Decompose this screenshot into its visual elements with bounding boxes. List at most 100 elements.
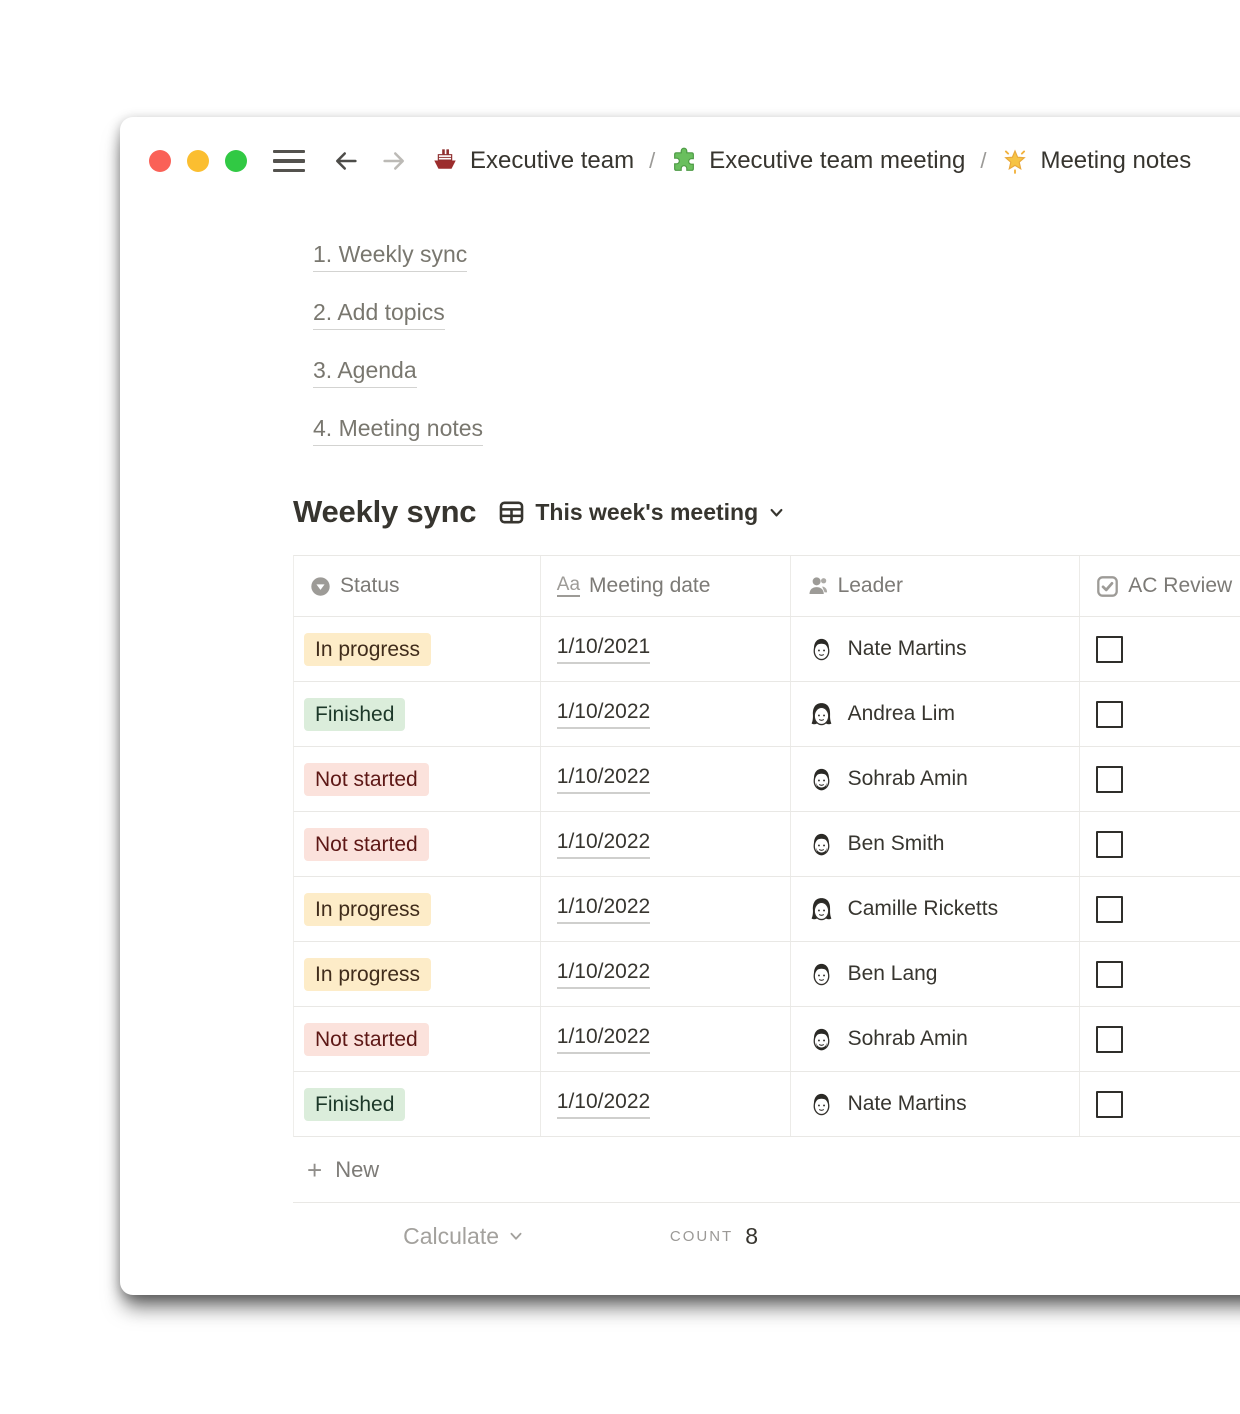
checkbox[interactable]: [1096, 960, 1124, 988]
meeting-date-link[interactable]: 1/10/2022: [556, 1090, 651, 1119]
meeting-date-link[interactable]: 1/10/2022: [556, 960, 651, 989]
date-cell[interactable]: 1/10/2022: [541, 812, 791, 876]
column-header-status[interactable]: Status: [294, 556, 541, 616]
meeting-date-link[interactable]: 1/10/2021: [556, 635, 651, 664]
leader-cell[interactable]: Andrea Lim: [791, 682, 1081, 746]
status-cell[interactable]: Not started: [294, 1007, 541, 1071]
status-cell[interactable]: Not started: [294, 747, 541, 811]
plus-icon: +: [307, 1154, 323, 1185]
date-cell[interactable]: 1/10/2022: [541, 942, 791, 1006]
review-cell[interactable]: [1080, 877, 1240, 941]
status-cell[interactable]: In progress: [294, 617, 541, 681]
table-row: In progress 1/10/2022 Ben Lang: [293, 942, 1240, 1007]
leader-name: Ben Lang: [847, 962, 938, 985]
calculate-label: Calculate: [403, 1222, 499, 1249]
leader-name: Andrea Lim: [847, 702, 955, 725]
leader-cell[interactable]: Nate Martins: [791, 617, 1081, 681]
toc-item-meeting-notes[interactable]: 4. Meeting notes: [313, 415, 1240, 446]
checkbox[interactable]: [1096, 700, 1124, 728]
meeting-date-link[interactable]: 1/10/2022: [556, 895, 651, 924]
toc-item-add-topics[interactable]: 2. Add topics: [313, 299, 1240, 330]
review-cell[interactable]: [1080, 942, 1240, 1006]
count-calculation[interactable]: COUNT 8: [524, 1223, 774, 1250]
checkbox[interactable]: [1096, 895, 1124, 923]
view-tab-this-weeks-meeting[interactable]: This week's meeting: [498, 499, 785, 526]
column-header-leader[interactable]: Leader: [791, 556, 1081, 616]
status-cell[interactable]: Not started: [294, 812, 541, 876]
ship-icon: [434, 149, 456, 169]
window-controls: [149, 150, 247, 172]
date-cell[interactable]: 1/10/2022: [541, 877, 791, 941]
table-row: In progress 1/10/2021 Nate Martins: [293, 617, 1240, 682]
calculate-dropdown[interactable]: Calculate: [293, 1223, 524, 1250]
close-button[interactable]: [149, 150, 171, 172]
status-cell[interactable]: Finished: [294, 1072, 541, 1136]
toc-number: 1.: [313, 241, 333, 267]
column-label: Meeting date: [589, 574, 711, 597]
review-cell[interactable]: [1080, 1072, 1240, 1136]
forward-button[interactable]: [379, 146, 409, 176]
date-cell[interactable]: 1/10/2021: [541, 617, 791, 681]
breadcrumb-item-executive-team-meeting[interactable]: Executive team meeting: [670, 147, 965, 175]
leader-cell[interactable]: Ben Lang: [791, 942, 1081, 1006]
page-content: 1. Weekly sync 2. Add topics 3. Agenda 4…: [120, 241, 1240, 1269]
leader-cell[interactable]: Sohrab Amin: [791, 1007, 1081, 1071]
breadcrumb-item-meeting-notes[interactable]: Meeting notes: [1001, 147, 1191, 175]
breadcrumb-label: Executive team meeting: [709, 147, 966, 174]
status-cell[interactable]: In progress: [294, 942, 541, 1006]
meeting-date-link[interactable]: 1/10/2022: [556, 700, 651, 729]
leader-cell[interactable]: Ben Smith: [791, 812, 1081, 876]
review-cell[interactable]: [1080, 617, 1240, 681]
date-cell[interactable]: 1/10/2022: [541, 682, 791, 746]
table-of-contents: 1. Weekly sync 2. Add topics 3. Agenda 4…: [313, 241, 1240, 446]
column-header-ac-review[interactable]: AC Review: [1080, 556, 1240, 616]
glowing-star-icon: [1004, 149, 1027, 174]
status-badge: Finished: [304, 1087, 406, 1121]
date-cell[interactable]: 1/10/2022: [541, 1072, 791, 1136]
date-cell[interactable]: 1/10/2022: [541, 1007, 791, 1071]
checkbox[interactable]: [1096, 635, 1124, 663]
breadcrumb-item-executive-team[interactable]: Executive team: [431, 147, 634, 175]
meeting-date-link[interactable]: 1/10/2022: [556, 1025, 651, 1054]
new-row-button[interactable]: + New: [293, 1137, 1240, 1203]
avatar: [807, 830, 836, 859]
table-row: Finished 1/10/2022 Andrea Lim: [293, 682, 1240, 747]
leader-cell[interactable]: Camille Ricketts: [791, 877, 1081, 941]
date-cell[interactable]: 1/10/2022: [541, 747, 791, 811]
count-label: COUNT: [669, 1227, 734, 1245]
status-cell[interactable]: In progress: [294, 877, 541, 941]
checkbox[interactable]: [1096, 830, 1124, 858]
meeting-date-link[interactable]: 1/10/2022: [556, 830, 651, 859]
leader-name: Ben Smith: [847, 832, 945, 855]
status-badge: In progress: [304, 957, 432, 991]
breadcrumb-separator: /: [980, 148, 987, 173]
review-cell[interactable]: [1080, 747, 1240, 811]
status-cell[interactable]: Finished: [294, 682, 541, 746]
checkbox[interactable]: [1096, 765, 1124, 793]
count-value: 8: [745, 1222, 758, 1249]
toc-label: Agenda: [337, 357, 417, 383]
select-property-icon: [311, 576, 330, 596]
leader-cell[interactable]: Sohrab Amin: [791, 747, 1081, 811]
toc-number: 3.: [313, 357, 333, 383]
review-cell[interactable]: [1080, 812, 1240, 876]
avatar: [807, 635, 836, 664]
back-button[interactable]: [331, 146, 361, 176]
breadcrumb-separator: /: [649, 148, 656, 173]
minimize-button[interactable]: [187, 150, 209, 172]
meeting-date-link[interactable]: 1/10/2022: [556, 765, 651, 794]
checkbox[interactable]: [1096, 1025, 1124, 1053]
review-cell[interactable]: [1080, 682, 1240, 746]
checkbox[interactable]: [1096, 1090, 1124, 1118]
status-badge: In progress: [304, 892, 432, 926]
status-badge: Finished: [304, 697, 406, 731]
review-cell[interactable]: [1080, 1007, 1240, 1071]
puzzle-icon: [674, 147, 695, 171]
zoom-button[interactable]: [225, 150, 247, 172]
hamburger-icon[interactable]: [273, 149, 305, 173]
toc-item-weekly-sync[interactable]: 1. Weekly sync: [313, 241, 1240, 272]
leader-cell[interactable]: Nate Martins: [791, 1072, 1081, 1136]
toc-item-agenda[interactable]: 3. Agenda: [313, 357, 1240, 388]
column-header-meeting-date[interactable]: Aa Meeting date: [541, 556, 791, 616]
